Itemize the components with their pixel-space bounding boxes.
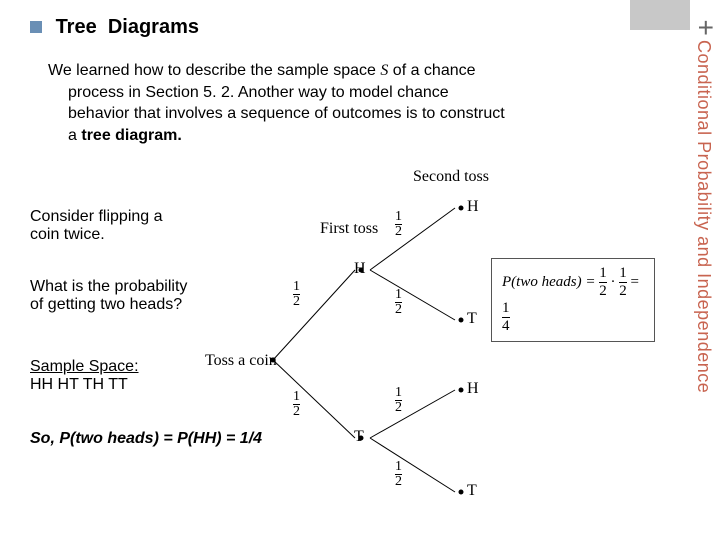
answer-text: So, P(two heads) = P(HH) = 1/4 [30,430,262,448]
section-title-vertical: Conditional Probability and Independence [693,40,714,393]
tree-diagram: First toss Second toss Toss a coin H T H… [245,160,655,520]
p-T-T: 12 [395,460,402,489]
bullet-icon [30,21,42,33]
consider-text: Consider flipping acoin twice. [30,208,163,244]
p-H-H: 12 [395,210,402,239]
toss-coin-label: Toss a coin [205,352,277,370]
intro-paragraph: We learned how to describe the sample sp… [48,60,588,146]
p-H-T: 12 [395,288,402,317]
node-HT: T [467,310,477,328]
slide-title: Tree Diagrams [30,16,199,39]
second-toss-label: Second toss [413,168,489,186]
question-text: What is the probabilityof getting two he… [30,278,187,314]
title-text: Tree Diagrams [56,16,199,38]
node-T1: T [354,428,364,446]
first-toss-label: First toss [320,220,378,238]
sample-space-text: Sample Space:HH HT TH TT [30,358,139,394]
slide-page: + Conditional Probability and Independen… [0,0,720,540]
formula-box: P(two heads) = 12 · 12 = 14 [491,258,655,342]
node-TT: T [467,482,477,500]
p-root-H: 12 [293,280,300,309]
p-root-T: 12 [293,390,300,419]
node-H1: H [354,260,366,278]
node-HH: H [467,198,479,216]
node-TH: H [467,380,479,398]
p-T-H: 12 [395,386,402,415]
corner-decoration [630,0,690,30]
